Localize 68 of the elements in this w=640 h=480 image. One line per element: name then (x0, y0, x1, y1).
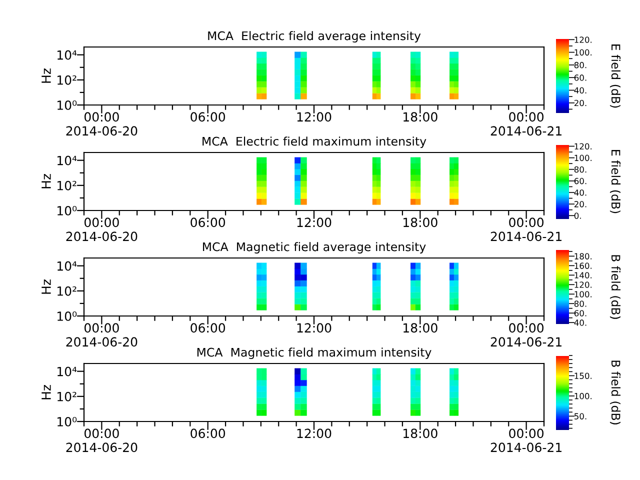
y-tick-label: 10⁴ (58, 261, 77, 271)
chart-title: MCA Magnetic field maximum intensity (197, 348, 432, 360)
color-bar-label: 120. (574, 143, 592, 150)
color-bar-label: 20. (574, 201, 586, 208)
color-bar-label: 120. (574, 282, 592, 288)
y-tick-label: 10² (58, 392, 76, 402)
x-tick-label: 06:00 (190, 323, 226, 333)
x-tick-label: 00:00 2014-06-20 (66, 112, 138, 136)
color-bar-label: 40. (574, 189, 586, 196)
x-tick-label: 00:00 2014-06-21 (490, 428, 562, 452)
color-bar-label: 100. (574, 291, 592, 298)
color-bar-label: 120. (574, 36, 592, 43)
x-tick-label: 12:00 (297, 112, 332, 122)
x-tick-label: 06:00 (190, 112, 226, 122)
x-tick-label: 00:00 2014-06-20 (66, 323, 138, 347)
y-axis-title: Hz (42, 280, 51, 294)
x-tick-label: 12:00 (297, 428, 332, 438)
x-tick-label: 00:00 2014-06-21 (490, 112, 562, 136)
x-tick-label: 18:00 (404, 428, 438, 438)
color-bar-title: B field (dB) (610, 255, 621, 319)
color-bar-label: 80. (574, 166, 586, 173)
x-tick-label: 18:00 (404, 323, 438, 333)
color-bar-label: 100. (574, 154, 592, 162)
x-tick-label: 18:00 (404, 218, 438, 228)
x-tick-label: 00:00 2014-06-20 (66, 218, 138, 242)
color-bar-label: 60. (574, 178, 586, 184)
color-bar-label: 180. (574, 253, 592, 260)
x-tick-label: 00:00 2014-06-21 (490, 218, 562, 242)
x-tick-label: 06:00 (190, 218, 226, 228)
color-bar-label: 100. (574, 49, 592, 56)
y-tick-label: 10² (58, 75, 76, 85)
color-bar-label: 60. (574, 74, 586, 81)
y-tick-label: 10⁰ (58, 100, 77, 110)
x-tick-label: 12:00 (297, 218, 332, 228)
color-bar-label: 50. (574, 413, 586, 420)
color-bar-label: 100. (574, 392, 592, 400)
color-bar-label: 160. (574, 262, 592, 269)
x-tick-label: 06:00 (190, 428, 226, 438)
y-tick-label: 10⁴ (58, 50, 77, 60)
y-tick-label: 10² (58, 180, 76, 190)
color-bar-label: 40. (574, 87, 586, 94)
y-tick-label: 10² (58, 286, 76, 296)
color-bar-label: 80. (574, 300, 586, 307)
x-tick-label: 18:00 (404, 112, 438, 122)
color-bar-title: B field (dB) (610, 360, 621, 424)
y-tick-label: 10⁴ (58, 156, 77, 166)
color-bar-label: 60. (574, 310, 586, 316)
y-tick-label: 10⁴ (58, 366, 77, 376)
color-bar-label: 40. (574, 320, 586, 326)
color-bar-label: 0. (574, 212, 581, 219)
x-tick-label: 00:00 2014-06-20 (66, 428, 138, 452)
color-bar-title: E field (dB) (610, 150, 621, 214)
chart-title: MCA Electric field average intensity (208, 31, 421, 43)
y-axis-title: Hz (42, 174, 51, 188)
y-axis-title: Hz (42, 385, 51, 400)
chart-title: MCA Electric field maximum intensity (202, 136, 426, 148)
color-bar-label: 140. (574, 272, 592, 278)
y-tick-label: 10⁰ (58, 311, 77, 321)
color-bar-label: 80. (574, 62, 586, 68)
color-bar-label: 20. (574, 100, 586, 106)
x-tick-label: 12:00 (297, 323, 332, 333)
x-tick-label: 00:00 2014-06-21 (490, 323, 562, 347)
y-axis-title: Hz (42, 68, 51, 83)
y-tick-label: 10⁰ (58, 416, 77, 426)
color-bar-title: E field (dB) (610, 44, 621, 108)
y-tick-label: 10⁰ (58, 206, 77, 216)
chart-title: MCA Magnetic field average intensity (203, 242, 426, 254)
color-bar-label: 150. (574, 372, 592, 380)
